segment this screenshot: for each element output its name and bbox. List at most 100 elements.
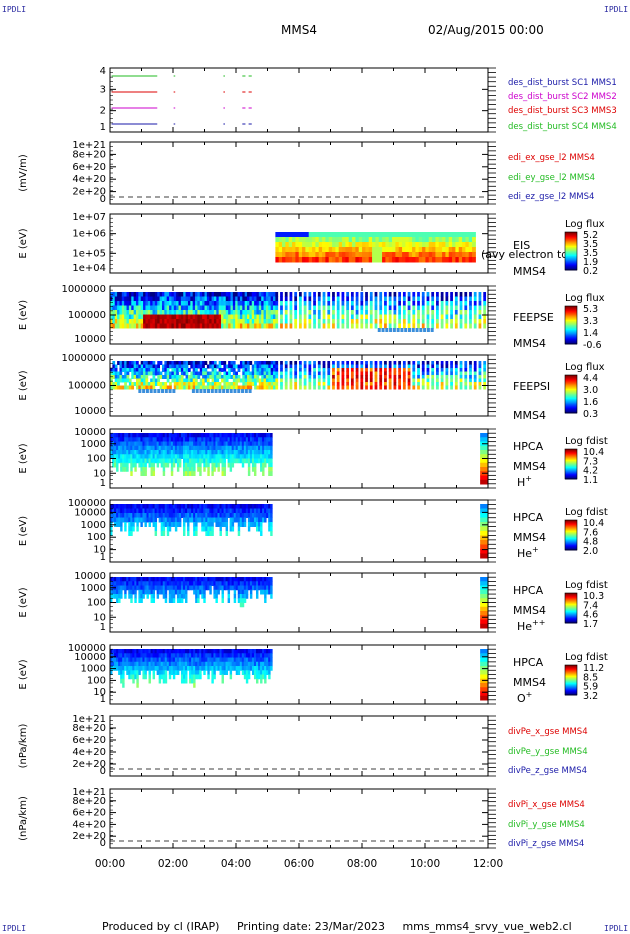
spectrogram-cell (161, 364, 165, 369)
spectrogram-cell (201, 661, 204, 667)
spectrogram-cell (166, 292, 170, 297)
spectrogram-cell (237, 375, 241, 379)
spectrogram-cell (183, 454, 186, 459)
spectrogram-cell (388, 371, 392, 376)
spectrogram-cell (170, 598, 174, 603)
spectrogram-cell (322, 361, 326, 365)
spectrogram-cell (289, 323, 293, 329)
spectrogram-cell (355, 237, 360, 243)
y-tick-label: 3 (100, 84, 106, 95)
spectrogram-cell (417, 296, 420, 302)
spectrogram-cell (245, 458, 249, 464)
spectrogram-cell (213, 314, 217, 320)
spectrogram-cell (379, 371, 383, 376)
spectrogram-cell (263, 319, 267, 324)
spectrogram-cell (237, 368, 241, 372)
spectrogram-cell (178, 292, 182, 297)
spectrogram-cell (232, 378, 236, 383)
spectrogram-cell (412, 368, 416, 372)
spectrogram-cell (483, 378, 487, 383)
spectrogram-cell (192, 364, 196, 369)
spectrogram-cell (244, 371, 248, 376)
spectrogram-cell (154, 319, 158, 324)
spectrogram-cell (154, 522, 158, 527)
spectrogram-cell (172, 581, 176, 586)
spectrogram-cell (280, 296, 283, 302)
spectrogram-cell (192, 368, 196, 372)
spectrogram-cell (204, 375, 208, 379)
spectrogram-cell (249, 504, 253, 509)
spectrogram-cell (227, 433, 231, 438)
spectrogram-cell (143, 319, 146, 324)
spectrogram-cell (158, 674, 162, 680)
spectrogram-cell (253, 433, 257, 438)
spectrogram-cell (178, 441, 182, 447)
spectrogram-cell (388, 237, 393, 243)
spectrogram-cell (231, 526, 235, 532)
spectrogram-cell (174, 504, 178, 509)
spectrogram-cell (124, 445, 127, 451)
spectrogram-cell (126, 454, 129, 459)
spectrogram-cell (372, 257, 376, 263)
spectrogram-cell (258, 382, 262, 386)
spectrogram-cell (152, 657, 156, 663)
spectrogram-cell (264, 504, 267, 509)
spectrogram-cell (156, 513, 160, 518)
spectrogram-cell (138, 666, 141, 671)
spectrogram-cell (265, 296, 269, 302)
spectrogram-cell (152, 653, 156, 658)
spectrogram-cell (152, 577, 156, 582)
spectrogram-cell (144, 661, 147, 667)
spectrogram-cell (140, 450, 143, 455)
spectrogram-cell (114, 450, 117, 455)
spectrogram-cell (440, 361, 444, 365)
spectrogram-cell (193, 683, 196, 688)
spectrogram-cell (193, 661, 196, 667)
spectrogram-cell (161, 301, 165, 306)
spectrogram-cell (133, 323, 137, 329)
spectrogram-cell (154, 305, 158, 311)
spectrogram-cell (174, 581, 178, 586)
spectrogram-cell (140, 319, 144, 324)
colorbar-swatch (565, 469, 577, 471)
spectrogram-cell (148, 454, 151, 459)
spectrogram-cell (185, 462, 188, 468)
spectrogram-cell (172, 513, 176, 518)
spectrogram-cell (233, 585, 237, 591)
spectrogram-cell (275, 232, 280, 238)
spectrogram-cell (154, 526, 158, 532)
spectrogram-cell (225, 450, 229, 455)
spectrogram-cell (417, 375, 420, 379)
spectrogram-cell (398, 364, 401, 369)
spectrogram-cell (249, 385, 253, 390)
colorbar-swatch (565, 317, 577, 320)
spectrogram-cell (211, 471, 214, 476)
spectrogram-cell (152, 649, 156, 654)
spectrogram-cell (126, 364, 130, 369)
y-tick-label: 1 (100, 622, 106, 633)
spectrogram-cell (189, 670, 192, 675)
spectrogram-cell (227, 458, 231, 464)
spectrogram-cell (156, 657, 160, 663)
spectrogram-cell (150, 441, 153, 447)
spectrogram-cell (280, 310, 283, 315)
spectrogram-cell (133, 364, 137, 369)
spectrogram-cell (193, 577, 196, 582)
spectrogram-cell (152, 504, 156, 509)
spectrogram-cell (164, 296, 168, 302)
colorbar-swatch (565, 618, 577, 620)
spectrogram-cell (150, 504, 153, 509)
spectrogram-cell (264, 450, 267, 455)
spectrogram-cell (263, 385, 267, 390)
spectrogram-cell (336, 368, 340, 372)
spectrogram-cell (448, 232, 453, 238)
hpca-spectrogram (110, 433, 489, 485)
spectrogram-cell (425, 232, 430, 238)
spectrogram-cell (412, 232, 416, 238)
spectrogram-cell (223, 385, 227, 390)
spectrogram-cell (332, 364, 335, 369)
spectrogram-cell (134, 594, 137, 599)
spectrogram-cell (128, 657, 131, 663)
spectrogram-cell (211, 508, 214, 514)
spectrogram-cell (308, 242, 313, 248)
